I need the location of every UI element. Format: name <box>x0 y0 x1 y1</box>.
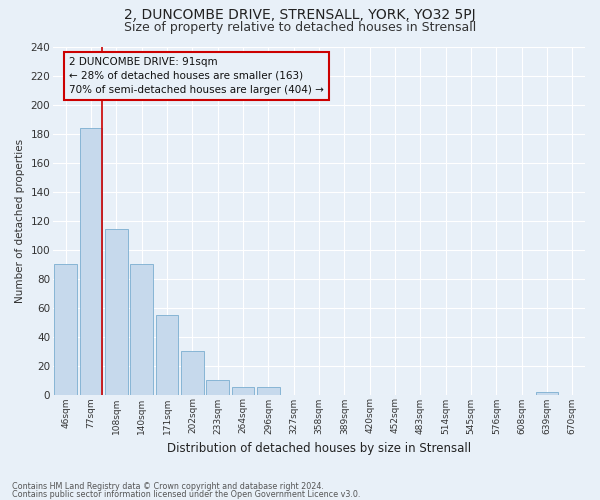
Text: 2 DUNCOMBE DRIVE: 91sqm
← 28% of detached houses are smaller (163)
70% of semi-d: 2 DUNCOMBE DRIVE: 91sqm ← 28% of detache… <box>69 57 324 95</box>
Bar <box>232 388 254 394</box>
Bar <box>155 315 178 394</box>
Y-axis label: Number of detached properties: Number of detached properties <box>15 138 25 302</box>
Bar <box>130 264 153 394</box>
Text: 2, DUNCOMBE DRIVE, STRENSALL, YORK, YO32 5PJ: 2, DUNCOMBE DRIVE, STRENSALL, YORK, YO32… <box>124 8 476 22</box>
X-axis label: Distribution of detached houses by size in Strensall: Distribution of detached houses by size … <box>167 442 471 455</box>
Bar <box>80 128 103 394</box>
Bar <box>536 392 559 394</box>
Bar <box>206 380 229 394</box>
Text: Contains HM Land Registry data © Crown copyright and database right 2024.: Contains HM Land Registry data © Crown c… <box>12 482 324 491</box>
Text: Contains public sector information licensed under the Open Government Licence v3: Contains public sector information licen… <box>12 490 361 499</box>
Bar <box>181 351 204 395</box>
Bar <box>105 229 128 394</box>
Bar <box>55 264 77 394</box>
Bar <box>257 388 280 394</box>
Text: Size of property relative to detached houses in Strensall: Size of property relative to detached ho… <box>124 21 476 34</box>
